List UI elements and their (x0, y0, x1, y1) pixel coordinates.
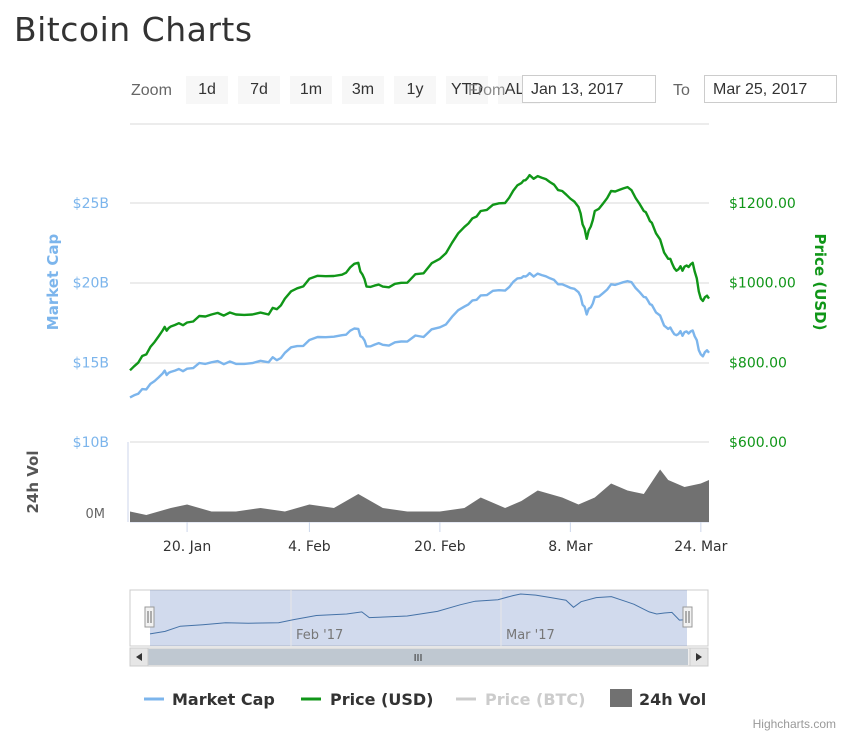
left-axis-label: Market Cap (44, 234, 62, 331)
zoom-1y-button[interactable]: 1y (394, 76, 436, 104)
x-tick-label: 20. Feb (414, 539, 466, 555)
x-tick-label: 20. Jan (163, 539, 211, 555)
zoom-1d-button[interactable]: 1d (186, 76, 228, 104)
zoom-3m-button[interactable]: 3m (342, 76, 384, 104)
right-tick-label: $1000.00 (729, 276, 796, 292)
zoom-1m-button[interactable]: 1m (290, 76, 332, 104)
navigator-handle-left[interactable] (144, 606, 155, 628)
volume-tick-label: 0M (86, 507, 106, 522)
navigator[interactable]: Feb '17 Mar '17 (129, 589, 709, 647)
from-label: From (468, 82, 506, 99)
legend-label-price-btc: Price (BTC) (485, 690, 585, 709)
navigator-label-feb: Feb '17 (296, 628, 343, 643)
scrollbar-thumb[interactable] (148, 649, 688, 665)
legend-label-24h-vol: 24h Vol (639, 690, 706, 709)
right-axis-label: Price (USD) (811, 234, 829, 331)
legend: Market Cap Price (USD) Price (BTC) 24h V… (144, 689, 706, 709)
legend-item-market-cap[interactable]: Market Cap (144, 690, 275, 709)
left-tick-label: $20B (73, 276, 109, 292)
legend-label-market-cap: Market Cap (172, 690, 275, 709)
from-date-input[interactable]: Jan 13, 2017 (522, 75, 656, 103)
right-tick-label: $1200.00 (729, 196, 796, 212)
arrow-left-icon (136, 653, 142, 661)
series-24h-vol-area[interactable] (130, 469, 709, 523)
highcharts-credit[interactable]: Highcharts.com (752, 717, 836, 731)
legend-item-price-btc[interactable]: Price (BTC) (456, 690, 585, 709)
scroll-right-button[interactable] (689, 647, 709, 667)
x-tick-label: 4. Feb (288, 539, 331, 555)
left-tick-label: $25B (73, 196, 109, 212)
grid-lines (127, 123, 709, 523)
to-label: To (673, 82, 690, 99)
legend-item-24h-vol[interactable]: 24h Vol (610, 689, 706, 709)
x-tick-label: 24. Mar (674, 539, 727, 555)
zoom-ytd-button[interactable]: YTD (446, 76, 488, 104)
page-title: Bitcoin Charts (14, 10, 253, 49)
scrollbar[interactable]: III (129, 647, 709, 667)
series-price-usd-line[interactable] (129, 173, 710, 372)
navigator-handle-right[interactable] (682, 606, 693, 628)
zoom-label: Zoom (131, 82, 172, 99)
right-tick-label: $600.00 (729, 435, 787, 451)
scroll-left-button[interactable] (129, 647, 149, 667)
left-tick-label: $10B (73, 435, 109, 451)
x-tick-label: 8. Mar (548, 539, 592, 555)
scrollbar-grip: III (414, 653, 423, 664)
series-market-cap-line[interactable] (129, 271, 710, 399)
navigator-label-mar: Mar '17 (506, 628, 555, 643)
right-tick-label: $800.00 (729, 355, 787, 371)
zoom-7d-button[interactable]: 7d (238, 76, 280, 104)
volume-axis-label: 24h Vol (24, 450, 42, 513)
arrow-right-icon (696, 653, 702, 661)
to-date-input[interactable]: Mar 25, 2017 (704, 75, 837, 103)
legend-label-price-usd: Price (USD) (330, 690, 433, 709)
legend-item-price-usd[interactable]: Price (USD) (301, 690, 433, 709)
left-tick-label: $15B (73, 355, 109, 371)
